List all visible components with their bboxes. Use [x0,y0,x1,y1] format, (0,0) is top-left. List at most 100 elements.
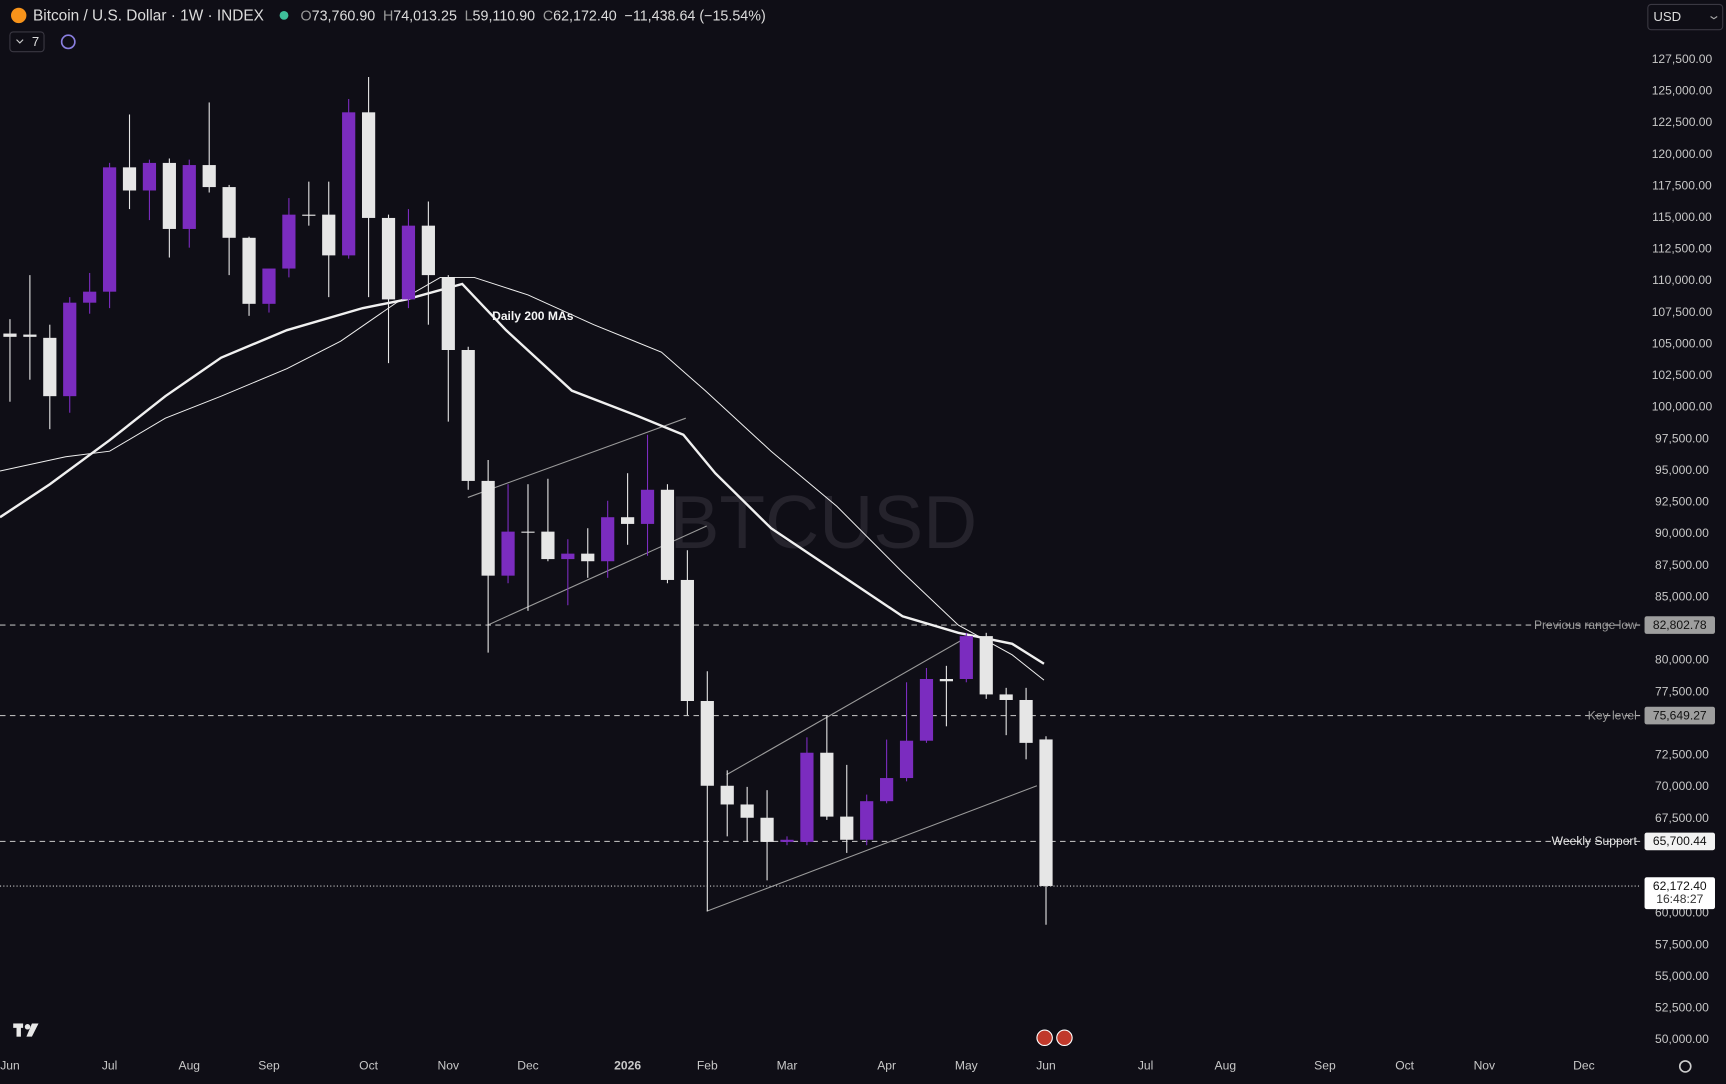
price-label-box [1644,832,1715,851]
y-tick-label: 107,500.00 [1652,305,1713,319]
ohlc-value: 74,013.25 [393,8,457,24]
candle-body [302,214,316,216]
y-tick-label: 57,500.00 [1655,937,1709,951]
y-tick-label: 95,000.00 [1655,463,1709,477]
chevron [16,39,24,44]
x-tick-label: Dec [517,1059,539,1073]
ohlc-value: 59,110.90 [473,8,536,24]
change: −11,438.64 (−15.54%) [624,8,765,24]
chevron [1710,16,1718,20]
y-tick-label: 127,500.00 [1652,52,1713,66]
trend-line [726,635,969,776]
trend-line [706,785,1038,912]
sync-icon[interactable] [60,34,76,50]
candle-body [481,480,495,576]
candle-body [939,678,953,682]
candle-body [820,752,834,817]
candle-body [521,531,535,533]
indicator-toggle[interactable] [9,31,45,53]
y-tick-label: 52,500.00 [1655,1001,1709,1015]
x-tick-label: Oct [359,1059,378,1073]
coin-icon [11,7,27,24]
x-tick-label: Nov [438,1059,460,1073]
y-tick-label: 60,000.00 [1655,906,1709,920]
y-tick-label: 97,500.00 [1655,431,1709,445]
trend-lines [467,417,1038,912]
currency-select[interactable] [1647,3,1724,31]
candle-body [680,579,694,702]
candle-body [700,701,714,786]
candle-body [262,268,276,304]
candle-body [621,517,635,524]
candle-body [541,531,555,560]
candle-body [182,165,196,229]
level-value-label: 65,700.44 [1653,834,1707,848]
logo [13,1023,39,1037]
x-tick-label: Oct [1395,1059,1414,1073]
candle-body [720,785,734,805]
y-tick-label: 110,000.00 [1652,273,1712,287]
ohlc-value: 62,172.40 [553,8,617,24]
event-icon[interactable] [1056,1029,1073,1047]
x-tick-label: Aug [1215,1059,1237,1073]
level-name: Weekly Support [1552,834,1638,848]
y-tick-label: 87,500.00 [1655,558,1709,572]
level-value-label: 82,802.78 [1653,618,1707,632]
x-tick-label: Nov [1474,1059,1496,1073]
candle-body [780,839,794,842]
candle-body [760,817,774,842]
candle-body [959,636,973,679]
candle-body [122,167,137,191]
y-tick-label: 67,500.00 [1655,811,1709,825]
currency: USD [1653,9,1681,24]
candle-body [461,349,475,481]
annotation: Daily 200 MAs [492,309,574,323]
level-value-label: 75,649.27 [1653,708,1707,722]
y-tick-label: 70,000.00 [1655,779,1709,793]
x-tick-label: Sep [1314,1059,1336,1073]
settings-icon[interactable] [1678,1060,1692,1073]
price-label-box [1644,706,1715,725]
candle-body [23,334,37,337]
candle-body [899,740,914,779]
y-tick-label: 55,000.00 [1655,969,1709,983]
level-name: Key level [1588,708,1637,722]
moving-average [0,282,1045,665]
x-tick-label: Apr [877,1059,896,1073]
candle-body [601,517,615,562]
x-tick-label: 2026 [614,1059,641,1073]
candle-body [202,165,216,188]
y-tick-label: 72,500.00 [1655,748,1709,762]
x-tick-label: May [955,1059,979,1073]
candle-body [581,553,595,562]
candle-body [840,816,854,840]
candle-body [660,489,675,580]
trend-line [467,417,686,498]
y-tick-label: 100,000.00 [1652,400,1713,414]
candle-body [242,237,256,304]
status-dot [279,11,289,20]
candle-body [222,187,236,238]
candle-body [501,531,515,576]
candle-body [740,804,754,818]
logo-part [26,1023,39,1037]
last-price-label: 62,172.40 [1653,879,1707,893]
y-tick-label: 112,500.00 [1652,242,1712,256]
x-tick-label: Mar [777,1059,798,1073]
y-tick-label: 77,500.00 [1655,684,1709,698]
candle-body [162,162,176,229]
candle-body [919,678,934,741]
candle-body [361,112,376,218]
y-tick-label: 117,500.00 [1652,178,1712,192]
candle-body [979,636,993,695]
candle-body [401,225,416,300]
candle-body [640,489,655,524]
event-icon[interactable] [1036,1029,1053,1047]
indicator-count: 7 [32,34,39,49]
watermark: BTCUSD [670,480,978,564]
candle-body [441,277,455,350]
candle-body [800,752,814,842]
candle-body [142,162,157,191]
x-tick-label: Aug [179,1059,201,1073]
